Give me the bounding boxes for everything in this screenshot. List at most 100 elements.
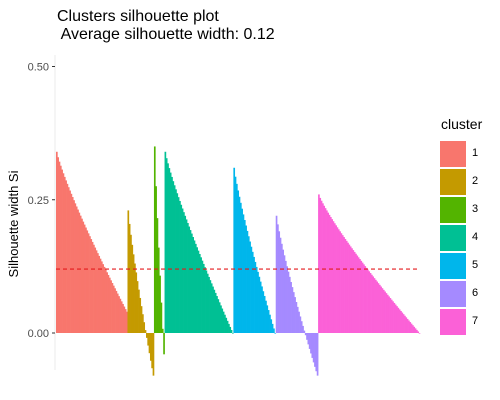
silhouette-bar-cluster-6	[283, 255, 286, 333]
legend-item-6: 6	[440, 281, 500, 308]
silhouette-bar-cluster-1	[73, 200, 75, 333]
silhouette-bar-cluster-4	[169, 172, 172, 333]
silhouette-bar-cluster-7	[406, 318, 409, 333]
legend-swatch	[440, 253, 466, 279]
silhouette-bar-cluster-2	[131, 244, 134, 333]
silhouette-bar-cluster-7	[369, 273, 372, 333]
silhouette-bar-cluster-7	[357, 257, 360, 333]
silhouette-bar-cluster-7	[392, 301, 394, 333]
silhouette-bar-cluster-7	[388, 296, 390, 333]
silhouette-bar-cluster-5	[258, 276, 261, 333]
silhouette-bar-cluster-2	[148, 333, 151, 354]
legend-label: 5	[472, 259, 479, 271]
silhouette-bar-cluster-7	[352, 250, 355, 333]
silhouette-bar-cluster-6	[299, 316, 302, 333]
silhouette-bar-cluster-1	[93, 244, 95, 333]
legend-swatch	[440, 169, 466, 195]
silhouette-bar-cluster-4	[194, 243, 197, 333]
silhouette-bar-cluster-6	[290, 282, 292, 333]
silhouette-bar-cluster-1	[56, 151, 58, 333]
silhouette-bar-cluster-1	[87, 233, 90, 333]
silhouette-bar-cluster-5	[246, 230, 249, 333]
silhouette-bar-cluster-5	[259, 281, 262, 333]
silhouette-bar-cluster-1	[107, 274, 110, 333]
silhouette-bar-cluster-6	[316, 333, 319, 376]
silhouette-bar-cluster-1	[62, 173, 65, 333]
silhouette-bar-cluster-7	[386, 294, 389, 333]
silhouette-bar-cluster-6	[292, 292, 295, 333]
silhouette-bar-cluster-1	[58, 161, 61, 333]
silhouette-bar-cluster-7	[401, 312, 404, 333]
silhouette-bar-cluster-1	[79, 215, 82, 333]
silhouette-bar-cluster-7	[389, 298, 392, 333]
y-tick-label: 0.25	[28, 195, 49, 207]
silhouette-bar-cluster-3	[160, 302, 163, 333]
silhouette-bar-cluster-5	[233, 167, 236, 333]
silhouette-bar-cluster-5	[234, 176, 237, 333]
silhouette-bar-cluster-6	[296, 306, 299, 333]
silhouette-bar-cluster-4	[230, 329, 233, 333]
silhouette-bar-cluster-7	[372, 276, 375, 333]
legend-swatch	[440, 309, 466, 335]
silhouette-bar-cluster-4	[168, 168, 171, 333]
silhouette-bar-cluster-2	[136, 281, 139, 333]
silhouette-bar-cluster-4	[206, 273, 209, 333]
silhouette-bar-cluster-6	[284, 260, 287, 333]
silhouette-bar-cluster-5	[274, 333, 277, 334]
silhouette-bar-cluster-7	[397, 307, 400, 333]
silhouette-bar-cluster-7	[408, 320, 410, 333]
silhouette-bar-cluster-4	[209, 280, 212, 333]
silhouette-bar-cluster-1	[108, 277, 111, 333]
silhouette-bar-cluster-6	[295, 302, 298, 333]
silhouette-bar-cluster-1	[124, 309, 127, 333]
silhouette-bar-cluster-2	[128, 223, 131, 333]
silhouette-bar-cluster-5	[243, 220, 246, 333]
silhouette-bar-cluster-4	[175, 189, 177, 333]
silhouette-bar-cluster-5	[247, 236, 250, 333]
chart-title: Clusters silhouette plot	[57, 8, 219, 25]
silhouette-bar-cluster-5	[273, 328, 275, 333]
silhouette-bar-cluster-7	[344, 238, 347, 333]
silhouette-bar-cluster-6	[287, 271, 290, 333]
silhouette-bar-cluster-1	[89, 236, 91, 333]
silhouette-bar-cluster-5	[238, 196, 241, 333]
silhouette-bar-cluster-7	[400, 310, 402, 333]
silhouette-bar-cluster-1	[123, 306, 126, 333]
silhouette-bar-cluster-4	[172, 181, 175, 333]
silhouette-bar-cluster-4	[212, 286, 214, 333]
silhouette-bar-cluster-7	[363, 264, 365, 333]
silhouette-bar-cluster-1	[65, 180, 67, 333]
silhouette-bar-cluster-7	[390, 299, 393, 333]
silhouette-bar-cluster-4	[216, 296, 218, 333]
silhouette-bar-cluster-1	[115, 290, 118, 333]
silhouette-bar-cluster-7	[409, 322, 412, 333]
silhouette-bar-cluster-7	[393, 302, 396, 333]
silhouette-bar-cluster-7	[349, 246, 352, 333]
silhouette-bar-cluster-4	[196, 247, 198, 333]
silhouette-bar-cluster-7	[336, 227, 339, 333]
silhouette-bar-cluster-4	[189, 230, 192, 333]
silhouette-bar-cluster-7	[361, 262, 364, 333]
legend-item-2: 2	[440, 169, 500, 196]
silhouette-bar-cluster-3	[159, 275, 161, 333]
silhouette-bar-cluster-7	[371, 274, 373, 333]
silhouette-bar-cluster-1	[74, 203, 77, 333]
silhouette-bar-cluster-6	[291, 287, 294, 333]
silhouette-bar-cluster-4	[204, 267, 206, 333]
y-axis: 0.000.250.500.751.00	[28, 55, 56, 370]
silhouette-bar-cluster-4	[177, 197, 180, 333]
silhouette-bar-cluster-4	[224, 314, 226, 333]
silhouette-bar-cluster-4	[185, 219, 188, 333]
silhouette-bar-cluster-4	[218, 302, 221, 333]
silhouette-bar-cluster-7	[345, 240, 348, 333]
silhouette-bar-cluster-4	[181, 208, 184, 333]
silhouette-bar-cluster-3	[153, 146, 156, 333]
legend-label: 7	[472, 315, 479, 327]
silhouette-bar-cluster-1	[57, 157, 59, 333]
silhouette-bar-cluster-1	[85, 227, 87, 333]
legend-swatch	[440, 197, 466, 223]
silhouette-bar-cluster-7	[324, 208, 327, 333]
silhouette-bar-cluster-5	[269, 314, 271, 333]
silhouette-bar-cluster-2	[130, 234, 132, 333]
silhouette-bar-cluster-7	[416, 329, 418, 333]
